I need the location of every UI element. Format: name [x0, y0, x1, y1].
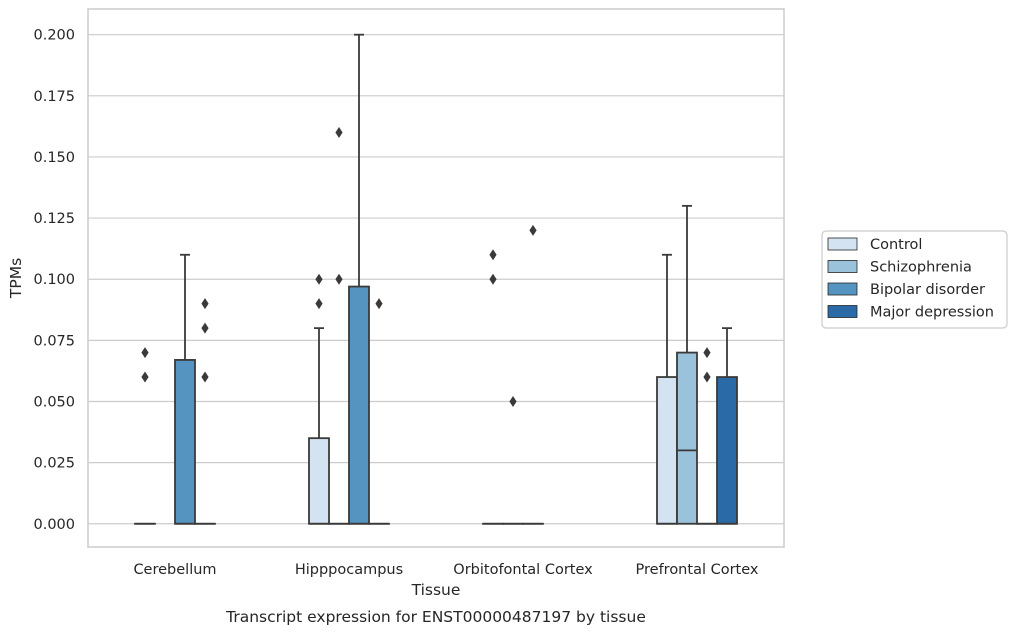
chart-caption: Transcript expression for ENST0000048719…	[225, 608, 646, 626]
y-tick-label: 0.000	[33, 517, 75, 533]
outlier-point	[335, 126, 343, 138]
box-control	[482, 249, 504, 525]
legend-label: Schizophrenia	[870, 260, 972, 276]
outlier-point	[201, 322, 209, 334]
box	[676, 351, 698, 525]
legend: Control Schizophrenia Bipolar disorder Majo…	[821, 230, 1008, 329]
box	[348, 285, 370, 525]
outlier-point	[489, 249, 497, 261]
outlier-point	[509, 395, 517, 407]
box	[308, 437, 330, 525]
outlier-point	[703, 371, 711, 383]
box-control	[134, 347, 156, 525]
box-major-depression	[194, 298, 216, 525]
outlier-point	[375, 298, 383, 310]
box-control	[308, 273, 330, 525]
outlier-point	[529, 224, 537, 236]
outlier-point	[703, 347, 711, 359]
box-bipolar-disorder	[522, 224, 544, 525]
outlier-point	[315, 273, 323, 285]
y-tick-label: 0.150	[33, 150, 75, 166]
box-bipolar-disorder	[174, 253, 196, 525]
legend-label: Major depression	[870, 305, 994, 321]
box-schizophrenia	[676, 204, 698, 525]
y-tick-label: 0.075	[33, 333, 75, 349]
legend-swatch	[827, 282, 858, 296]
y-tick-labels: 0.000 0.025 0.050 0.075 0.100 0.125 0.150 0.175…	[33, 28, 75, 533]
legend-swatch	[827, 237, 858, 251]
x-tick-label: Orbitofontal Cortex	[453, 562, 593, 578]
box	[656, 376, 678, 525]
y-tick-label: 0.200	[33, 28, 75, 44]
legend-frame	[821, 230, 1008, 329]
outlier-point	[201, 371, 209, 383]
box-schizophrenia	[502, 395, 524, 525]
box	[716, 376, 738, 525]
x-axis-label: Tissue	[411, 581, 461, 599]
outlier-point	[201, 298, 209, 310]
y-tick-label: 0.050	[33, 394, 75, 410]
box-schizophrenia	[328, 126, 350, 525]
box-bipolar-disorder	[696, 347, 718, 525]
legend-swatch	[827, 305, 858, 318]
y-tick-label: 0.175	[33, 89, 75, 105]
outlier-point	[335, 273, 343, 285]
box	[174, 359, 196, 525]
legend-swatch	[827, 260, 858, 273]
legend-label: Bipolar disorder	[870, 282, 985, 298]
outlier-point	[315, 298, 323, 310]
x-tick-label: Cerebellum	[133, 562, 216, 578]
plot-area-frame	[87, 8, 785, 548]
box-major-depression	[716, 327, 738, 525]
y-tick-label: 0.100	[33, 272, 75, 288]
x-tick-label: Prefrontal Cortex	[636, 562, 759, 578]
legend-label: Control	[870, 237, 922, 253]
outlier-point	[141, 347, 149, 359]
box-control	[656, 253, 678, 525]
outlier-point	[489, 273, 497, 285]
y-tick-label: 0.025	[33, 456, 75, 472]
outlier-point	[141, 371, 149, 383]
x-tick-label: Hipppocampus	[295, 562, 403, 578]
box-plot-series	[134, 33, 738, 525]
box-major-depression	[368, 298, 390, 525]
gridlines	[88, 34, 784, 525]
y-axis-label: TPMs	[7, 258, 25, 299]
box-bipolar-disorder	[348, 33, 370, 525]
x-tick-labels: Cerebellum Hipppocampus Orbitofontal Corte…	[133, 562, 758, 578]
y-tick-label: 0.125	[33, 211, 75, 227]
